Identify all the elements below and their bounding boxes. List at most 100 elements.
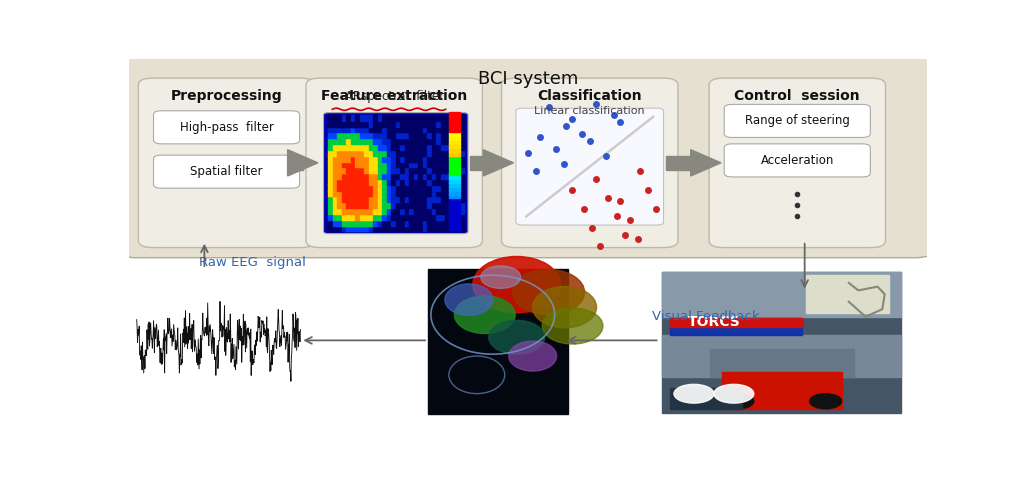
- Bar: [391, 173, 397, 179]
- Bar: [401, 208, 406, 214]
- Bar: [387, 115, 392, 121]
- Bar: [382, 115, 387, 121]
- Bar: [342, 179, 347, 185]
- Bar: [378, 214, 383, 220]
- Bar: [342, 126, 347, 132]
- Bar: [458, 214, 464, 220]
- Bar: [369, 190, 374, 197]
- Bar: [359, 167, 365, 173]
- Bar: [449, 190, 460, 195]
- Bar: [359, 121, 365, 126]
- Ellipse shape: [722, 394, 754, 409]
- Bar: [418, 161, 423, 167]
- Bar: [355, 220, 360, 225]
- FancyBboxPatch shape: [306, 78, 482, 247]
- Bar: [418, 138, 423, 144]
- Bar: [373, 179, 379, 185]
- Bar: [351, 138, 356, 144]
- Bar: [432, 184, 437, 191]
- Bar: [414, 121, 419, 126]
- Bar: [365, 220, 370, 225]
- Bar: [401, 115, 406, 121]
- Bar: [432, 190, 437, 197]
- Bar: [454, 149, 459, 156]
- Bar: [373, 126, 379, 132]
- Bar: [329, 121, 334, 126]
- Bar: [437, 138, 442, 144]
- Bar: [382, 208, 387, 214]
- Bar: [445, 161, 450, 167]
- Bar: [449, 132, 460, 136]
- Bar: [365, 149, 370, 156]
- Bar: [418, 149, 423, 156]
- Bar: [437, 121, 442, 126]
- Bar: [359, 126, 365, 132]
- Bar: [391, 214, 397, 220]
- Bar: [449, 198, 460, 203]
- Bar: [414, 167, 419, 173]
- Bar: [449, 155, 460, 160]
- Bar: [391, 179, 397, 185]
- Bar: [382, 225, 387, 231]
- Bar: [409, 202, 414, 208]
- Bar: [329, 115, 464, 231]
- Bar: [454, 167, 459, 173]
- Bar: [445, 179, 450, 185]
- Bar: [337, 121, 343, 126]
- Bar: [454, 155, 459, 162]
- Bar: [450, 173, 455, 179]
- Bar: [441, 138, 446, 144]
- Bar: [422, 208, 428, 214]
- Bar: [432, 138, 437, 144]
- FancyBboxPatch shape: [153, 155, 300, 188]
- Bar: [329, 179, 334, 185]
- Bar: [418, 167, 423, 173]
- Bar: [359, 173, 365, 179]
- Bar: [346, 115, 351, 121]
- Bar: [329, 225, 334, 231]
- FancyBboxPatch shape: [724, 104, 870, 138]
- Bar: [351, 225, 356, 231]
- Bar: [449, 205, 460, 210]
- Bar: [396, 220, 401, 225]
- Bar: [445, 155, 450, 162]
- Bar: [355, 155, 360, 162]
- Bar: [387, 214, 392, 220]
- Bar: [333, 155, 338, 162]
- Bar: [373, 115, 379, 121]
- Bar: [458, 173, 464, 179]
- Bar: [427, 161, 433, 167]
- Bar: [373, 149, 379, 156]
- Bar: [418, 225, 423, 231]
- Bar: [427, 214, 433, 220]
- Bar: [409, 149, 414, 156]
- Bar: [441, 115, 446, 121]
- Bar: [449, 209, 460, 214]
- Bar: [378, 143, 383, 150]
- Bar: [432, 208, 437, 214]
- Bar: [382, 155, 387, 162]
- Bar: [458, 149, 464, 156]
- Bar: [337, 138, 343, 144]
- Ellipse shape: [542, 308, 603, 344]
- Bar: [458, 115, 464, 121]
- Bar: [449, 202, 460, 206]
- Bar: [382, 214, 387, 220]
- Bar: [445, 184, 450, 191]
- Bar: [405, 132, 410, 138]
- Bar: [351, 220, 356, 225]
- Bar: [401, 126, 406, 132]
- Bar: [441, 179, 446, 185]
- Bar: [422, 179, 428, 185]
- Bar: [427, 179, 433, 185]
- Bar: [454, 184, 459, 191]
- Bar: [369, 202, 374, 208]
- Bar: [414, 190, 419, 197]
- Bar: [373, 155, 379, 162]
- Bar: [450, 184, 455, 191]
- Bar: [391, 184, 397, 191]
- Bar: [396, 167, 401, 173]
- Bar: [418, 190, 423, 197]
- Bar: [427, 132, 433, 138]
- Text: ARspectral  filter: ARspectral filter: [345, 90, 444, 103]
